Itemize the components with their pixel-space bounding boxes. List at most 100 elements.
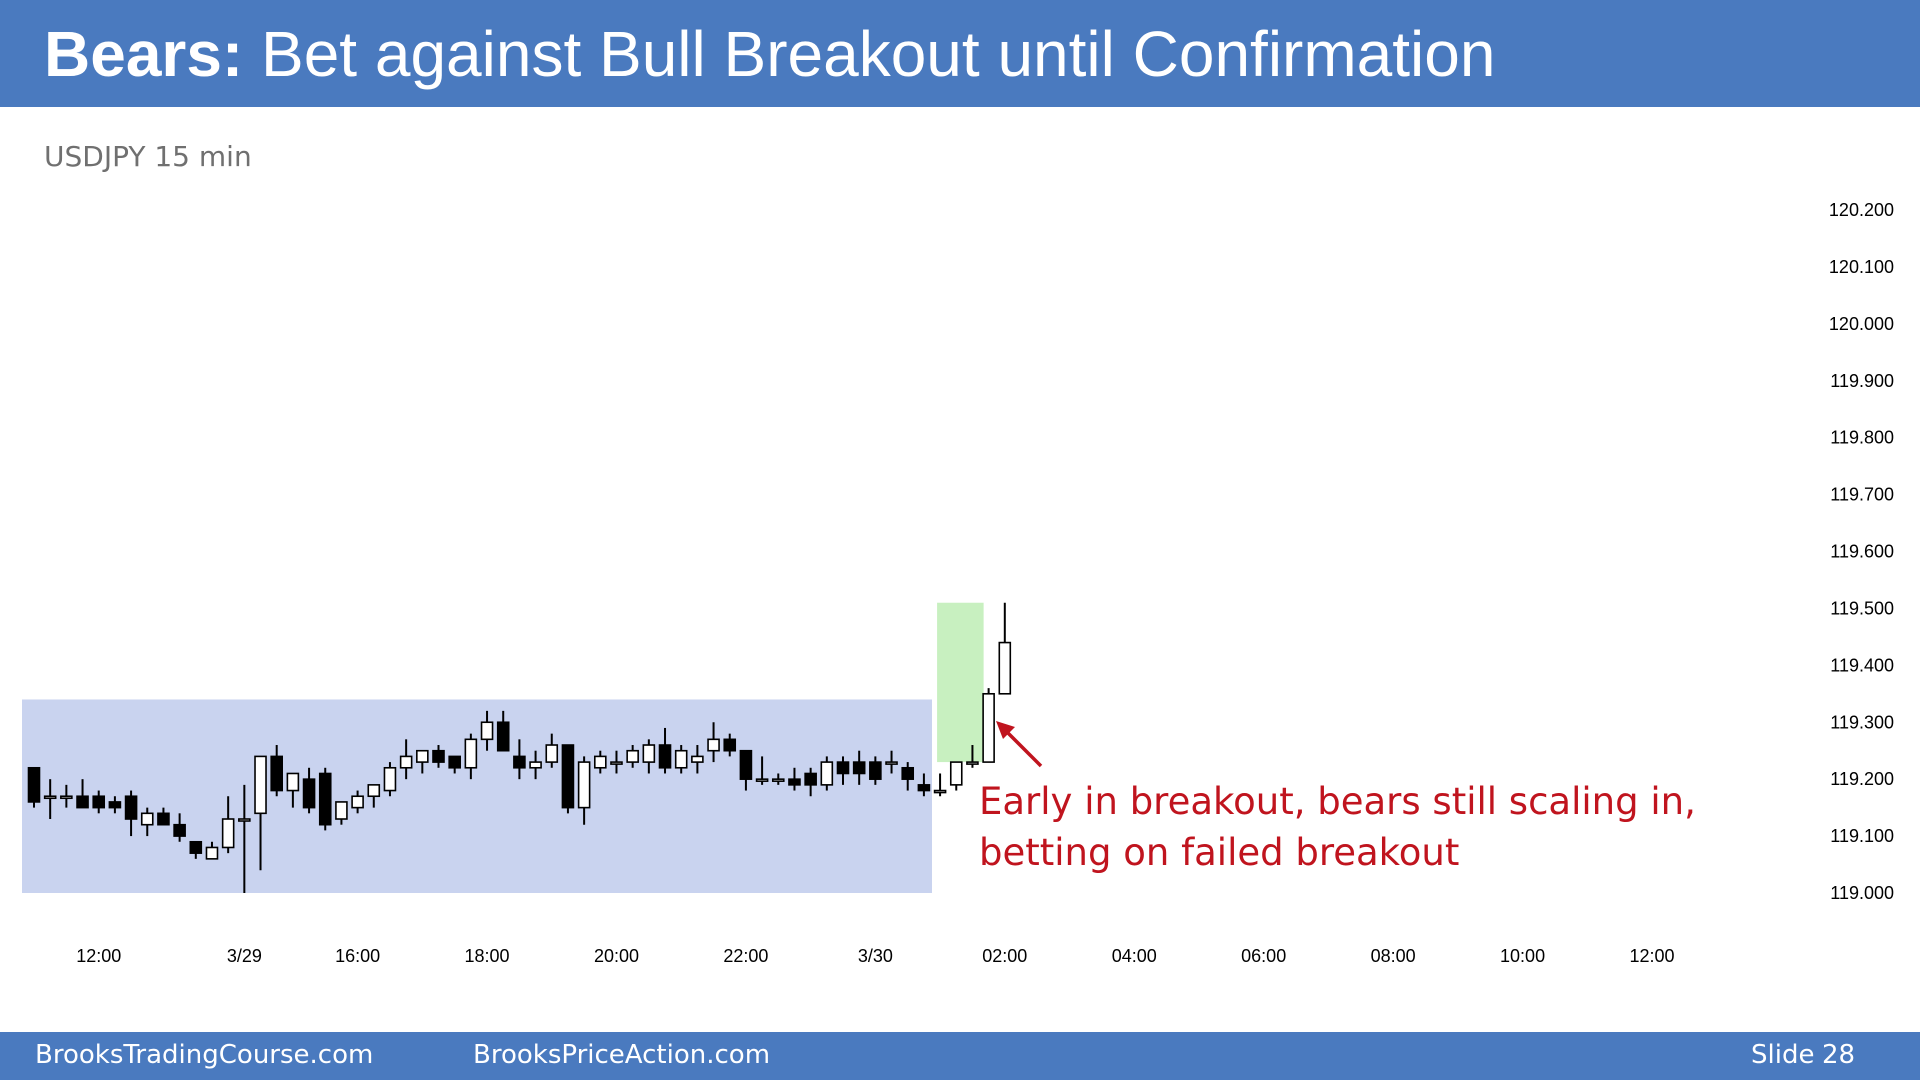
candle-8 xyxy=(157,807,170,826)
candle-10 xyxy=(189,840,203,859)
candle-51 xyxy=(852,750,866,785)
candle-28 xyxy=(480,710,494,751)
breakout-annotation: Early in breakout, bears still scaling i… xyxy=(979,776,1696,878)
candle-body xyxy=(140,812,154,826)
candle-body xyxy=(691,755,704,763)
candle-body xyxy=(982,692,995,763)
candle-body xyxy=(788,778,801,786)
candle-body xyxy=(448,755,461,769)
x-tick-label: 10:00 xyxy=(1500,946,1545,966)
candle-60 xyxy=(998,602,1012,695)
title-bold: Bears: xyxy=(44,18,244,90)
trading-range-box xyxy=(22,699,932,893)
chart-subtitle: USDJPY 15 min xyxy=(44,140,252,173)
y-tick-label: 119.900 xyxy=(1830,371,1894,391)
y-tick-label: 120.000 xyxy=(1829,314,1894,334)
candle-32 xyxy=(545,733,559,768)
candle-body xyxy=(723,738,737,752)
candle-12 xyxy=(221,796,235,854)
candle-body xyxy=(755,778,769,782)
candle-48 xyxy=(804,767,817,797)
y-tick-label: 119.700 xyxy=(1830,485,1894,505)
y-tick-label: 119.800 xyxy=(1830,428,1894,448)
y-tick-label: 119.300 xyxy=(1830,712,1894,732)
candle-body xyxy=(157,812,170,826)
candle-body xyxy=(901,766,915,780)
candle-body xyxy=(869,761,882,780)
x-tick-label: 20:00 xyxy=(594,946,639,966)
candle-52 xyxy=(869,756,882,785)
candle-body xyxy=(335,801,348,820)
candle-35 xyxy=(593,750,607,774)
candle-body xyxy=(205,846,219,860)
candle-body xyxy=(545,744,559,763)
candle-44 xyxy=(739,749,753,791)
candle-17 xyxy=(302,767,316,814)
candle-body xyxy=(254,755,267,815)
candle-body xyxy=(464,738,478,769)
candle-38 xyxy=(642,739,656,774)
candle-body xyxy=(804,772,817,786)
candle-body xyxy=(674,749,688,769)
y-tick-label: 119.600 xyxy=(1830,542,1894,562)
candle-23 xyxy=(399,739,413,780)
y-tick-label: 120.100 xyxy=(1829,257,1894,277)
y-tick-label: 119.100 xyxy=(1830,826,1894,846)
arrow-head xyxy=(996,721,1015,739)
candle-59 xyxy=(982,688,995,763)
candle-body xyxy=(432,749,445,763)
y-tick-label: 119.500 xyxy=(1830,598,1894,618)
candle-body xyxy=(173,823,186,837)
x-tick-label: 18:00 xyxy=(465,946,510,966)
x-tick-label: 22:00 xyxy=(723,946,768,966)
candle-body xyxy=(658,744,672,769)
candle-body xyxy=(108,801,122,809)
candle-4 xyxy=(92,790,106,814)
candle-body xyxy=(270,755,284,792)
candle-body xyxy=(60,795,73,800)
candle-18 xyxy=(318,767,332,831)
candle-16 xyxy=(286,772,300,808)
candle-13 xyxy=(238,784,251,893)
slide-number: 28 xyxy=(1822,1040,1856,1070)
arrow-shaft xyxy=(1001,726,1043,768)
candle-body xyxy=(238,818,251,822)
candle-47 xyxy=(788,767,801,791)
candle-body xyxy=(221,818,235,849)
candle-body xyxy=(318,772,332,826)
y-tick-label: 119.200 xyxy=(1830,769,1894,789)
candle-body xyxy=(529,761,542,769)
candle-body xyxy=(577,761,591,809)
title-rest: Bet against Bull Breakout until Confirma… xyxy=(243,18,1496,90)
candle-40 xyxy=(674,745,688,774)
y-tick-label: 119.000 xyxy=(1830,883,1894,903)
footer-left-link[interactable]: BrooksTradingCourse.com xyxy=(35,1040,374,1070)
candle-7 xyxy=(140,807,154,837)
candle-body xyxy=(836,761,850,775)
candle-body xyxy=(707,738,720,752)
candle-body xyxy=(76,795,89,809)
candle-body xyxy=(513,755,526,769)
candle-20 xyxy=(351,790,364,814)
annotation-line-2: betting on failed breakout xyxy=(979,831,1460,874)
candle-46 xyxy=(771,773,785,785)
x-tick-label: 04:00 xyxy=(1112,946,1157,966)
candle-body xyxy=(286,772,300,792)
candle-body xyxy=(933,789,947,794)
candle-body xyxy=(124,795,138,820)
candle-body xyxy=(302,778,316,809)
footer-bar: BrooksTradingCourse.com BrooksPriceActio… xyxy=(0,1032,1920,1080)
candle-15 xyxy=(270,745,284,797)
candle-body xyxy=(367,784,381,798)
candle-body xyxy=(496,721,510,752)
candle-body xyxy=(820,761,834,786)
candle-body xyxy=(480,721,494,741)
candle-0 xyxy=(27,766,41,808)
candle-2 xyxy=(60,784,73,808)
candle-body xyxy=(642,744,656,763)
x-tick-label: 12:00 xyxy=(1629,946,1674,966)
candle-37 xyxy=(626,745,639,768)
footer-center-link[interactable]: BrooksPriceAction.com xyxy=(473,1040,771,1070)
candle-22 xyxy=(383,762,397,797)
candle-body xyxy=(771,778,785,782)
